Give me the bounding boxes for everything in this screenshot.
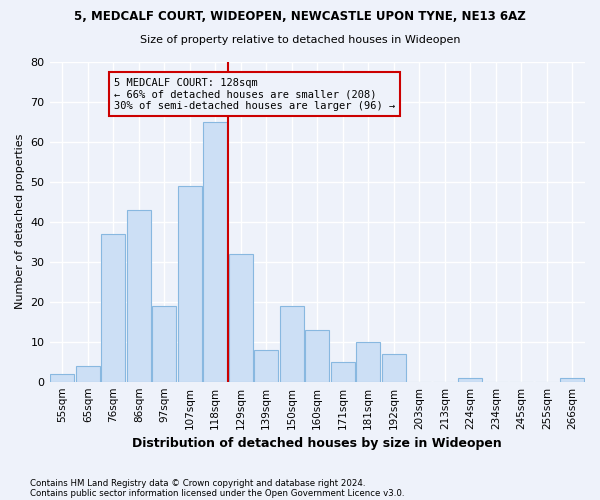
Bar	[152, 306, 176, 382]
Bar	[203, 122, 227, 382]
Y-axis label: Number of detached properties: Number of detached properties	[15, 134, 25, 310]
Bar	[331, 362, 355, 382]
Bar	[254, 350, 278, 382]
Bar	[101, 234, 125, 382]
Text: 5, MEDCALF COURT, WIDEOPEN, NEWCASTLE UPON TYNE, NE13 6AZ: 5, MEDCALF COURT, WIDEOPEN, NEWCASTLE UP…	[74, 10, 526, 23]
Text: Contains HM Land Registry data © Crown copyright and database right 2024.: Contains HM Land Registry data © Crown c…	[30, 478, 365, 488]
Bar	[560, 378, 584, 382]
Text: Contains public sector information licensed under the Open Government Licence v3: Contains public sector information licen…	[30, 489, 404, 498]
Bar	[127, 210, 151, 382]
Bar	[229, 254, 253, 382]
Text: Size of property relative to detached houses in Wideopen: Size of property relative to detached ho…	[140, 35, 460, 45]
Bar	[76, 366, 100, 382]
Bar	[356, 342, 380, 382]
Bar	[178, 186, 202, 382]
Text: 5 MEDCALF COURT: 128sqm
← 66% of detached houses are smaller (208)
30% of semi-d: 5 MEDCALF COURT: 128sqm ← 66% of detache…	[114, 78, 395, 110]
Bar	[50, 374, 74, 382]
Bar	[280, 306, 304, 382]
Bar	[382, 354, 406, 382]
Bar	[458, 378, 482, 382]
Bar	[305, 330, 329, 382]
X-axis label: Distribution of detached houses by size in Wideopen: Distribution of detached houses by size …	[133, 437, 502, 450]
